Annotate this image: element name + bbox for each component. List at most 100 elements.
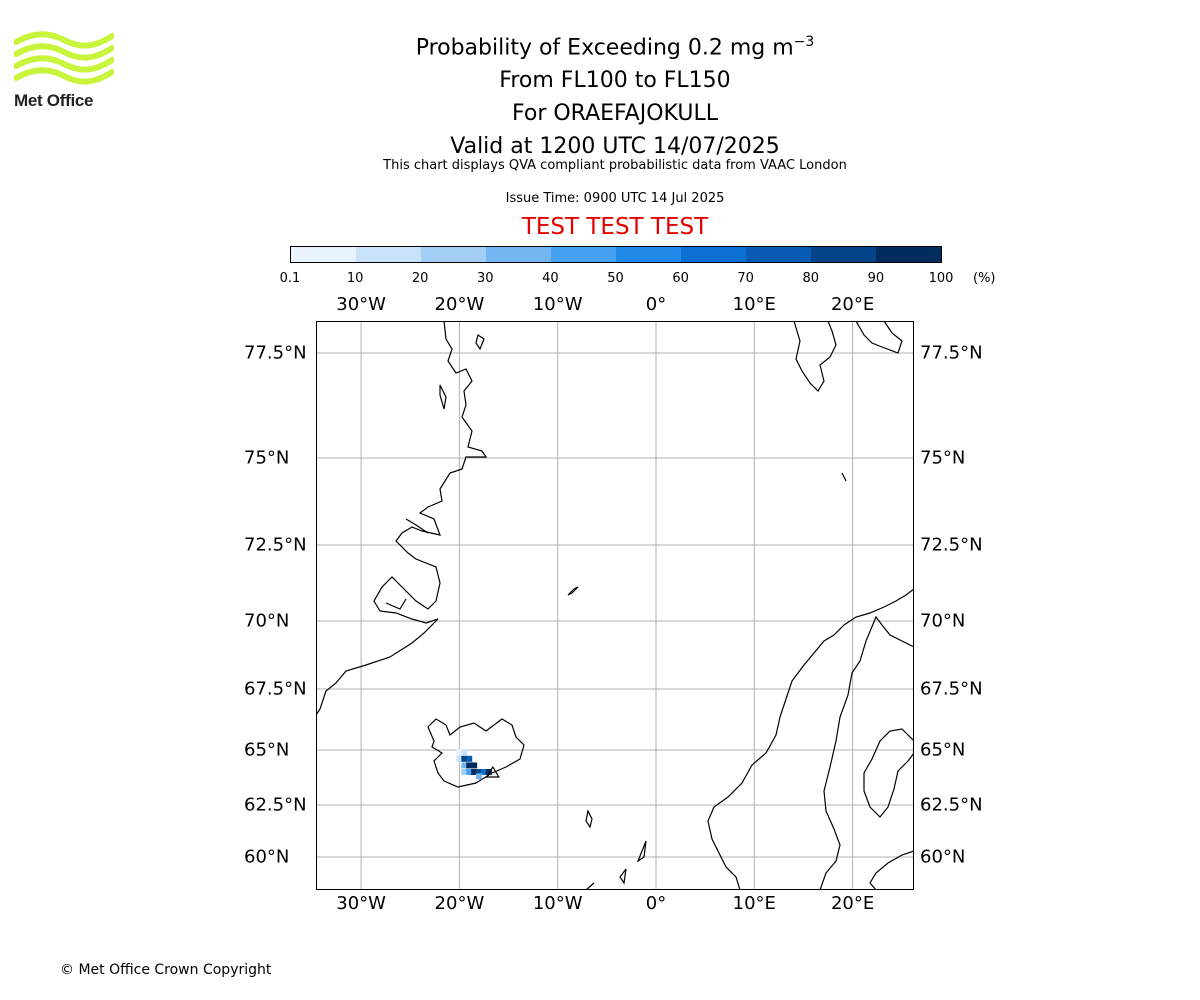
logo-wave-3 — [14, 55, 114, 73]
probability-cell — [471, 769, 478, 775]
coastline-path — [869, 850, 914, 890]
latitude-label: 62.5°N — [244, 794, 307, 816]
probability-cell — [466, 755, 473, 762]
latitude-label: 77.5°N — [920, 342, 983, 364]
probability-cell — [471, 762, 478, 769]
probability-cell — [461, 769, 468, 775]
colorbar-tick-label: 90 — [867, 271, 885, 286]
colorbar-tick-label: 0.1 — [279, 271, 301, 286]
coastline-path — [636, 840, 647, 863]
colorbar-tick-label: 100 — [928, 271, 954, 286]
logo-wave-4 — [14, 67, 114, 85]
probability-cell — [461, 749, 468, 756]
coastline-path — [841, 472, 847, 482]
probability-cell — [476, 773, 483, 780]
probability-cell — [466, 769, 473, 775]
coastline-path — [585, 882, 595, 890]
longitude-label: 10°W — [532, 294, 583, 315]
colorbar-unit: (%) — [973, 271, 996, 286]
colorbar-segment — [486, 247, 551, 262]
longitude-label: 0° — [645, 294, 667, 315]
colorbar-segment — [356, 247, 421, 262]
coastline-path — [385, 598, 407, 610]
probability-cell — [456, 755, 463, 762]
longitude-label: 20°E — [830, 294, 875, 315]
longitude-label: 20°W — [434, 294, 485, 315]
title-line-4: Valid at 1200 UTC 14/07/2025 — [450, 134, 780, 160]
longitude-label: 20°E — [830, 893, 875, 914]
colorbar-segment — [551, 247, 616, 262]
colorbar-segment — [681, 247, 746, 262]
latitude-label: 62.5°N — [920, 794, 983, 816]
copyright: © Met Office Crown Copyright — [60, 962, 272, 978]
map-border — [316, 321, 914, 890]
longitude-label: 30°W — [336, 294, 386, 315]
latitude-label: 65°N — [244, 739, 290, 761]
met-office-logo-text: Met Office — [14, 91, 94, 110]
title-line-2: From FL100 to FL150 — [499, 68, 731, 94]
volcano-marker — [485, 765, 500, 778]
latitude-label: 60°N — [244, 846, 290, 868]
colorbar-tick-label: 50 — [607, 271, 624, 286]
coastlines — [316, 321, 914, 890]
probability-cell — [461, 755, 468, 762]
coastline-path — [793, 321, 837, 392]
longitude-label: 0° — [645, 893, 667, 914]
longitude-label: 10°W — [532, 893, 583, 914]
met-office-logo — [14, 31, 114, 85]
colorbar-tick-label: 60 — [672, 271, 689, 286]
colorbar-segment — [616, 247, 681, 262]
latitude-label: 77.5°N — [244, 342, 307, 364]
colorbar-tick-label: 20 — [411, 271, 429, 286]
colorbar-segment — [421, 247, 486, 262]
probability-cell — [480, 769, 487, 775]
title-line-3: For ORAEFAJOKULL — [512, 101, 718, 127]
colorbar-tick-label: 30 — [477, 271, 494, 286]
coastline-path — [427, 718, 525, 788]
colorbar-segment — [811, 247, 876, 262]
latitude-label: 67.5°N — [244, 678, 307, 700]
colorbar-segment — [291, 247, 356, 262]
coastline-path — [619, 868, 627, 885]
latitude-label: 72.5°N — [244, 534, 307, 556]
colorbar — [290, 246, 942, 263]
latitude-label: 65°N — [920, 739, 966, 761]
longitude-label: 30°W — [336, 893, 386, 914]
coastline-path — [855, 321, 903, 354]
coastline-path — [405, 518, 429, 534]
subtitle: This chart displays QVA compliant probab… — [383, 158, 847, 173]
latitude-label: 60°N — [920, 846, 966, 868]
latitude-label: 70°N — [244, 610, 290, 632]
issue-time: Issue Time: 0900 UTC 14 Jul 2025 — [505, 191, 725, 206]
latitude-label: 75°N — [920, 447, 966, 469]
probability-cell — [476, 769, 483, 775]
chart-title: Probability of Exceeding 0.2 mg m−3 From… — [0, 26, 1200, 163]
coastline-path — [585, 809, 593, 829]
probability-cell — [461, 762, 468, 769]
probability-cell — [485, 769, 492, 775]
colorbar-tick-label: 80 — [802, 271, 820, 286]
logo-wave-2 — [14, 43, 114, 61]
colorbar-segment — [746, 247, 811, 262]
test-warning: TEST TEST TEST — [521, 214, 709, 240]
longitude-label: 10°E — [732, 893, 776, 914]
coastline-path — [316, 321, 488, 716]
coastline-path — [475, 334, 485, 351]
longitude-label: 20°W — [434, 893, 485, 914]
longitude-label: 10°E — [732, 294, 776, 315]
coastline-path — [439, 384, 447, 410]
latitude-label: 75°N — [244, 447, 290, 469]
probability-cell — [466, 762, 473, 769]
latitude-label: 72.5°N — [920, 534, 983, 556]
colorbar-tick-label: 10 — [346, 271, 364, 286]
coastline-path — [707, 588, 914, 890]
logo-wave-1 — [14, 31, 114, 49]
coastline-path — [863, 728, 914, 818]
colorbar-segment — [876, 247, 941, 262]
latitude-label: 70°N — [920, 610, 966, 632]
latitude-label: 67.5°N — [920, 678, 983, 700]
coastline-path — [567, 586, 579, 596]
coastline-path — [819, 615, 914, 890]
map-panel — [316, 321, 914, 890]
colorbar-tick-label: 70 — [737, 271, 754, 286]
